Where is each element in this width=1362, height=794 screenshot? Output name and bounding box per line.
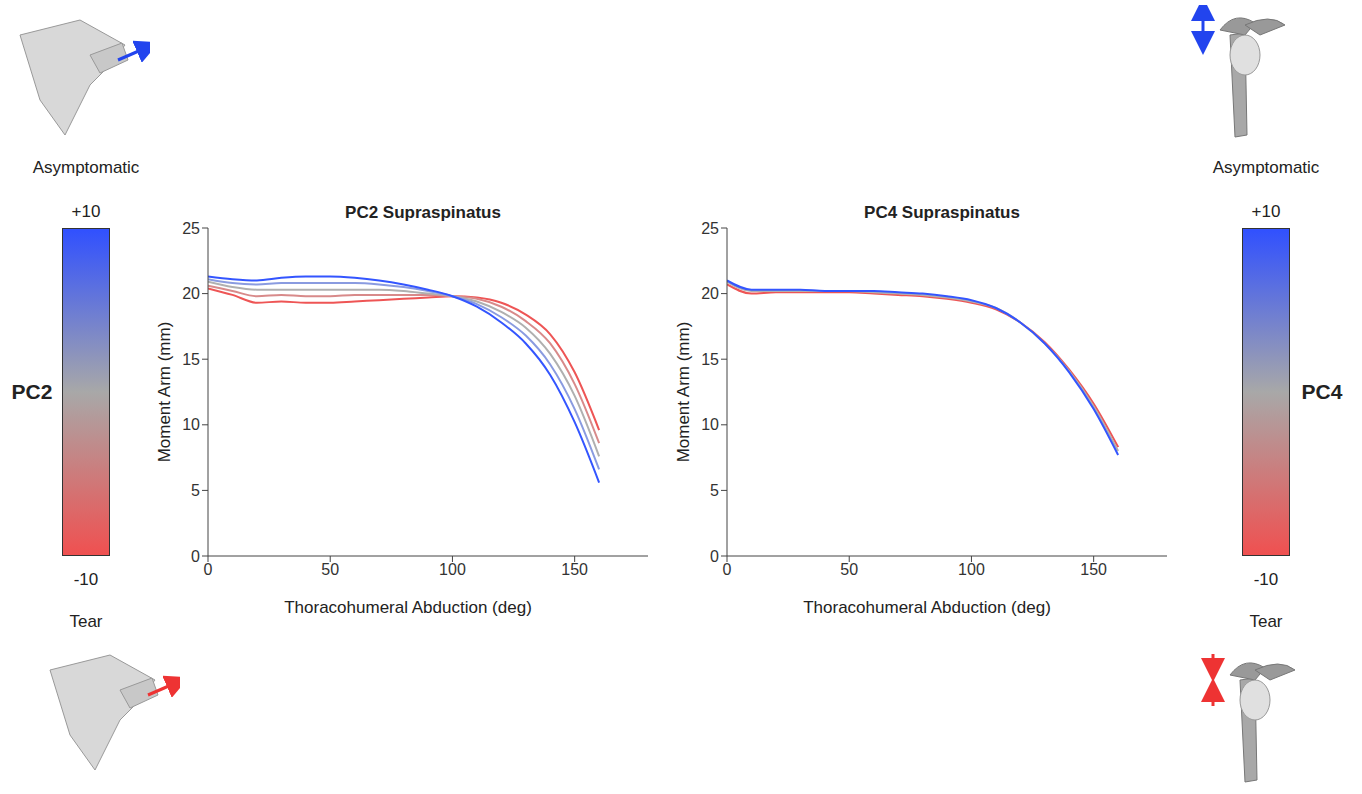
html-text:PC2: PC2: [11, 380, 53, 403]
svg-text:10: 10: [182, 416, 200, 433]
html-text:-10: -10: [1253, 570, 1279, 589]
svg-text:50: 50: [840, 561, 858, 578]
svg-text:10: 10: [701, 416, 719, 433]
svg-text:0: 0: [204, 561, 213, 578]
html-text:Asymptomatic: Asymptomatic: [32, 158, 140, 177]
svg-text:5: 5: [191, 482, 200, 499]
html-text:+10: +10: [1251, 202, 1281, 221]
html-text:Asymptomatic: Asymptomatic: [1212, 158, 1320, 177]
svg-text:15: 15: [182, 351, 200, 368]
svg-text:25: 25: [182, 220, 200, 237]
html-text:-10: -10: [73, 570, 99, 589]
svg-text:20: 20: [701, 285, 719, 302]
html-text:Tear: Tear: [69, 612, 103, 631]
svg-text:15: 15: [701, 351, 719, 368]
html-text:PC4: PC4: [1301, 380, 1343, 403]
html-text:PC2 Supraspinatus: PC2 Supraspinatus: [345, 203, 501, 222]
html-text:Moment Arm (mm): Moment Arm (mm): [674, 321, 693, 463]
svg-text:100: 100: [439, 561, 466, 578]
html-text:Moment Arm (mm): Moment Arm (mm): [155, 321, 174, 463]
html-text:PC4 Supraspinatus: PC4 Supraspinatus: [864, 203, 1020, 222]
svg-text:150: 150: [1080, 561, 1107, 578]
svg-text:5: 5: [710, 482, 719, 499]
html-text:+10: +10: [71, 202, 101, 221]
svg-text:0: 0: [723, 561, 732, 578]
html-text:Thoracohumeral Abduction (deg): Thoracohumeral Abduction (deg): [284, 598, 532, 617]
svg-text:0: 0: [710, 548, 719, 565]
svg-text:100: 100: [958, 561, 985, 578]
html-text:Tear: Tear: [1249, 612, 1283, 631]
svg-text:0: 0: [191, 548, 200, 565]
html-text:Thoracohumeral Abduction (deg): Thoracohumeral Abduction (deg): [803, 598, 1051, 617]
svg-text:25: 25: [701, 220, 719, 237]
svg-text:150: 150: [561, 561, 588, 578]
svg-text:20: 20: [182, 285, 200, 302]
svg-text:50: 50: [321, 561, 339, 578]
